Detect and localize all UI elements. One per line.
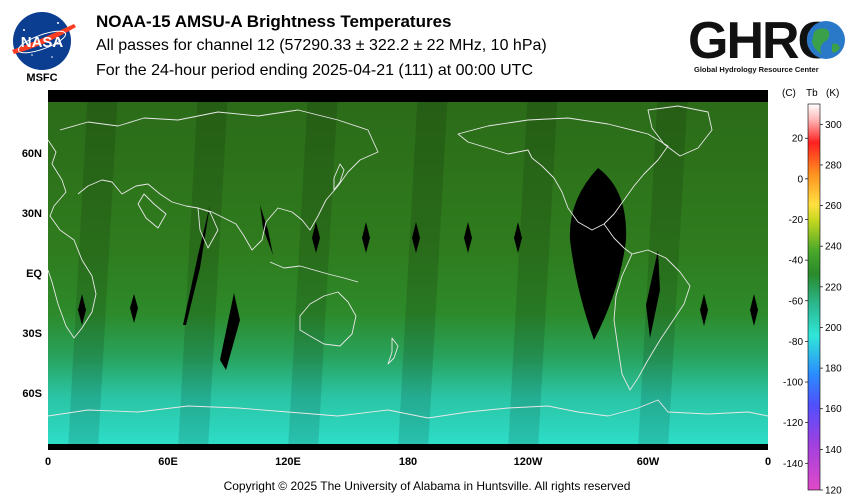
lat-label-60s: 60S (22, 388, 42, 400)
celsius-tick-label: 20 (792, 134, 804, 145)
celsius-tick-label: -40 (789, 256, 804, 267)
colorbar-header-c: (C) (782, 88, 796, 99)
celsius-tick-label: -20 (789, 215, 804, 226)
data-gap (362, 222, 370, 253)
celsius-tick-label: -60 (789, 296, 804, 307)
celsius-tick-label: -80 (789, 337, 804, 348)
data-gap (412, 222, 420, 253)
period-subtitle: For the 24-hour period ending 2025-04-21… (96, 62, 534, 79)
no-data-south-band (48, 444, 768, 450)
kelvin-tick-label: 300 (825, 120, 842, 131)
coast-central-america (603, 223, 633, 255)
lat-label-30s: 30S (22, 328, 42, 340)
data-gap (260, 205, 273, 255)
celsius-tick-label: -120 (783, 418, 803, 429)
colorbar-header-tb: Tb (806, 88, 818, 99)
chart-title: NOAA-15 AMSU-A Brightness Temperatures (96, 12, 452, 31)
coast-india (197, 207, 219, 249)
msfc-label: MSFC (26, 72, 57, 84)
ghrc-tagline: Global Hydrology Resource Center (694, 65, 819, 74)
colorbar-header-k: (K) (826, 88, 839, 99)
kelvin-tick-label: 180 (825, 364, 842, 375)
coast-europe-africa (48, 139, 97, 339)
kelvin-tick-label: 120 (825, 486, 842, 497)
data-gap (312, 222, 320, 253)
coast-indonesia (269, 261, 359, 283)
lat-label-60n: 60N (21, 148, 42, 160)
kelvin-tick-label: 160 (825, 404, 842, 415)
copyright-notice: Copyright © 2025 The University of Alaba… (223, 479, 631, 493)
data-gap (183, 205, 210, 325)
lon-label-60e: 60E (158, 456, 178, 468)
data-gap (514, 222, 522, 253)
coast-south-america (613, 249, 691, 391)
lon-label-120e: 120E (275, 456, 301, 468)
lon-label-60w: 60W (636, 456, 660, 468)
kelvin-tick-label: 240 (825, 242, 842, 253)
nasa-logo: NASA MSFC (12, 12, 76, 84)
celsius-tick-label: -140 (783, 459, 803, 470)
channel-subtitle: All passes for channel 12 (57290.33 ± 32… (96, 37, 547, 54)
ghrc-logo: GHRC Global Hydrology Resource Center (688, 12, 845, 74)
coast-antarctica (48, 399, 768, 419)
lon-label-0: 0 (44, 456, 52, 468)
data-gap (220, 293, 240, 370)
lat-label-eq: EQ (26, 268, 42, 280)
brightness-temperature-map (48, 90, 768, 450)
lon-label-120w: 120W (513, 456, 543, 468)
data-gap (78, 294, 86, 325)
kelvin-tick-label: 280 (825, 160, 842, 171)
coast-north-america (457, 117, 669, 231)
celsius-tick-label: -100 (783, 378, 803, 389)
nasa-wordmark: NASA (21, 34, 64, 51)
no-data-north-band (48, 90, 768, 102)
kelvin-tick-label: 260 (825, 201, 842, 212)
data-gap (464, 222, 472, 253)
coast-japan (333, 163, 345, 191)
kelvin-tick-label: 220 (825, 282, 842, 293)
colorbar-ticks: 300280260240220200180160140120200-20-40-… (783, 120, 842, 496)
data-gap (750, 294, 758, 326)
coast-australia (299, 291, 357, 347)
data-gap (700, 294, 708, 326)
data-gap (569, 168, 627, 340)
data-gap (130, 294, 138, 323)
kelvin-tick-label: 200 (825, 323, 842, 334)
colorbar: (C) Tb (K) 30028026024022020018016014012… (782, 88, 842, 496)
kelvin-tick-label: 140 (825, 445, 842, 456)
coast-eurasia-north (59, 109, 379, 251)
colorbar-gradient (807, 103, 821, 491)
lon-label-180: 180 (398, 456, 418, 468)
data-gap (646, 250, 660, 338)
celsius-tick-label: 0 (797, 174, 803, 185)
coast-newzealand (387, 337, 399, 365)
coast-arabia (137, 193, 167, 229)
coast-greenland (647, 105, 713, 157)
lat-label-30n: 30N (21, 208, 42, 220)
lon-label-0-east: 0 (764, 456, 772, 468)
